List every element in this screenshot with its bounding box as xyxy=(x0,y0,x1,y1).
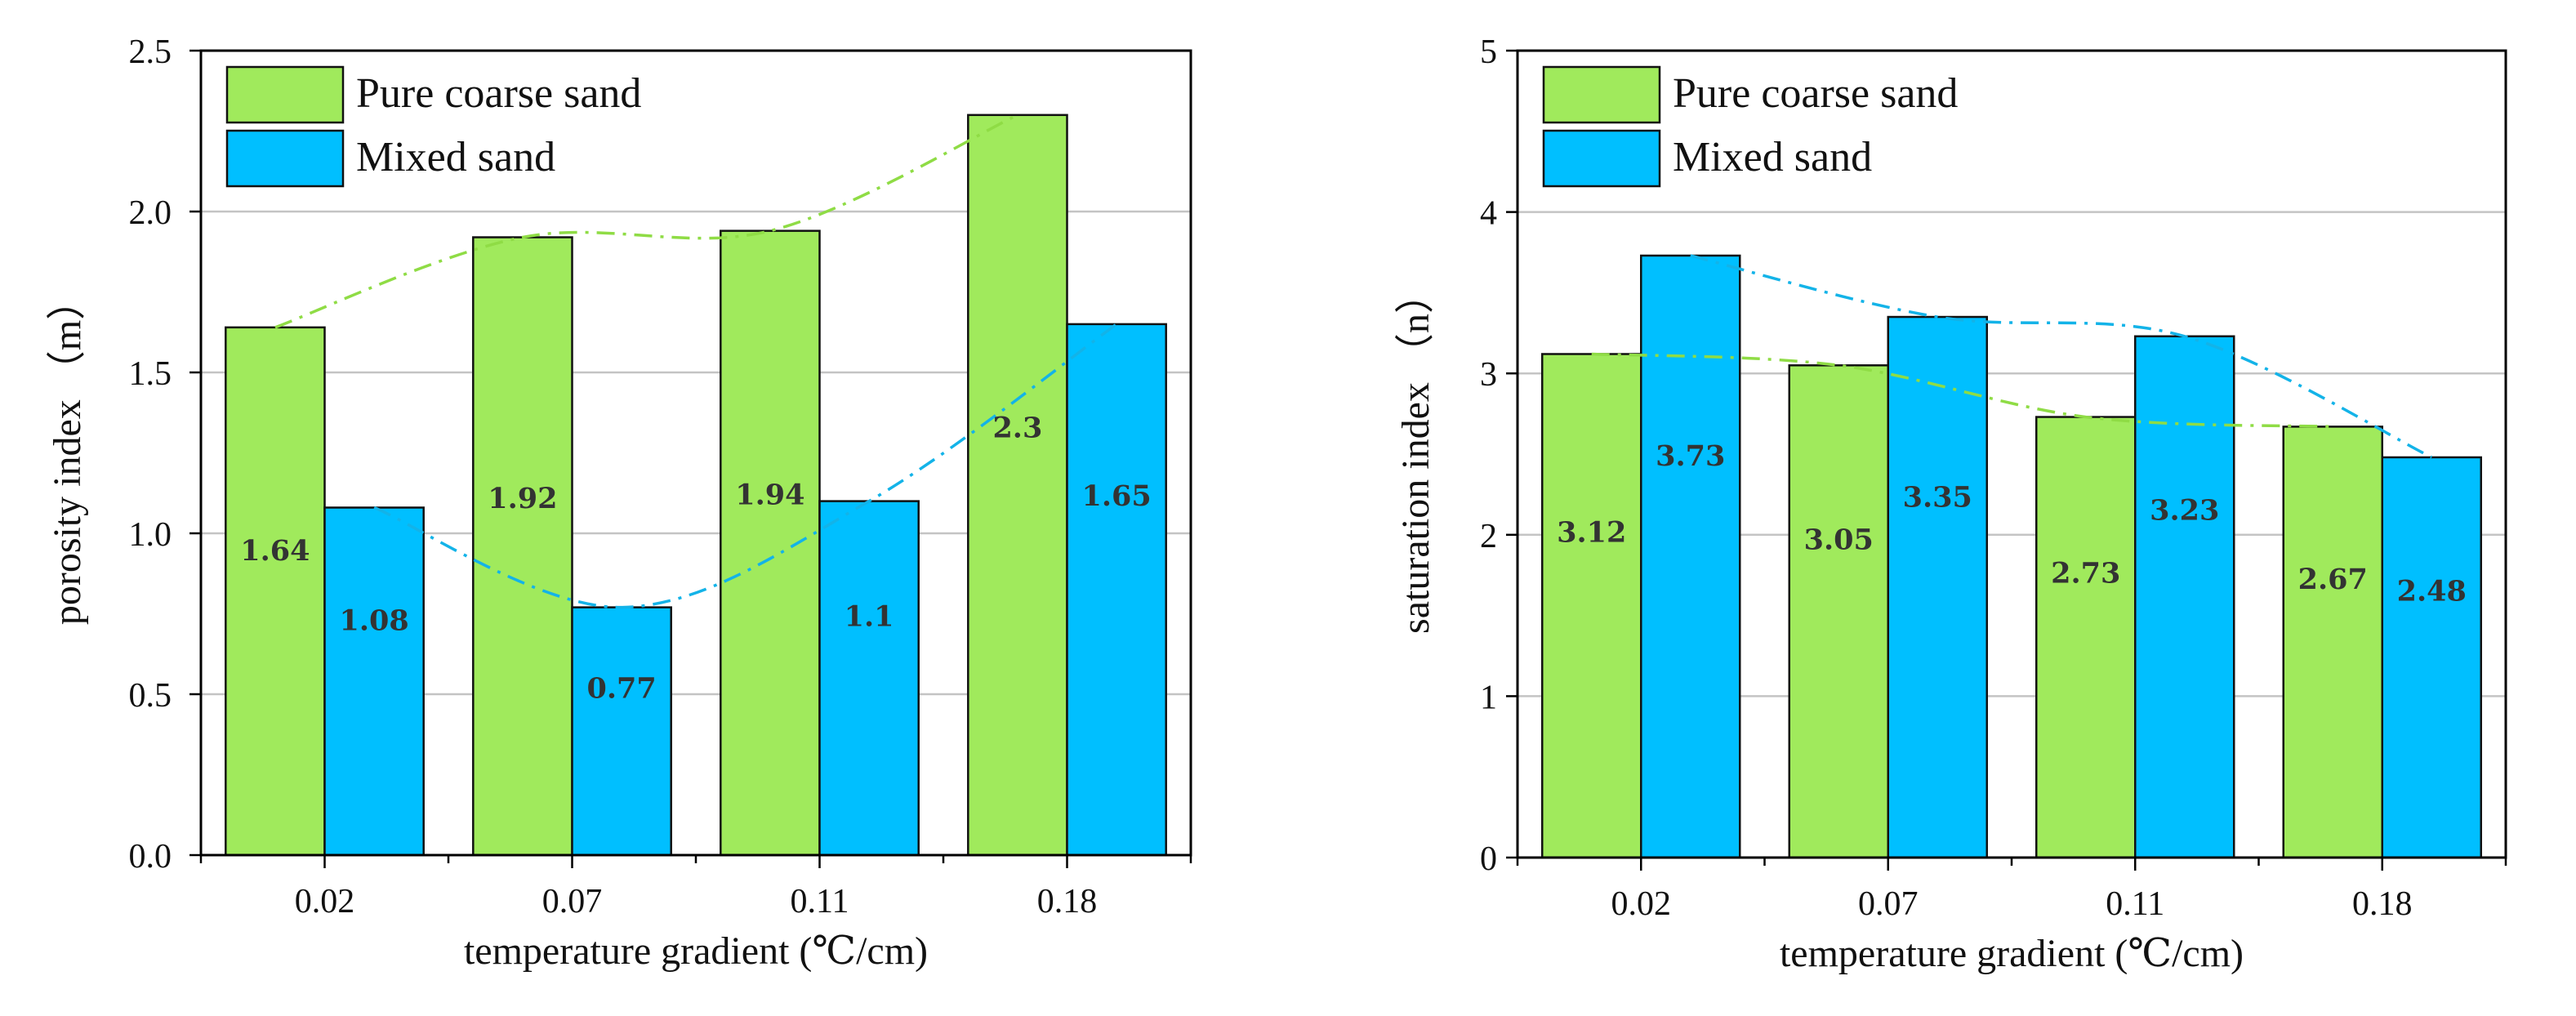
bar-value-label: 1.65 xyxy=(1081,479,1151,513)
x-tick-label: 0.11 xyxy=(791,883,849,920)
bar-pure-coarse-sand xyxy=(1788,364,1889,859)
bar-value-label: 3.73 xyxy=(1656,439,1725,473)
y-tick-label: 1.0 xyxy=(129,516,172,554)
x-tick-label: 0.07 xyxy=(542,883,603,920)
bar-mixed-sand xyxy=(2134,335,2235,859)
bar-mixed-sand xyxy=(1066,323,1167,857)
bar-pure-coarse-sand xyxy=(2282,426,2383,859)
legend: Pure coarse sand Mixed sand xyxy=(1542,65,1958,188)
bar-pure-coarse-sand xyxy=(967,114,1068,857)
x-tick-label: 0.02 xyxy=(295,883,355,920)
legend-swatch-mixed-sand xyxy=(225,129,345,188)
bar-pure-coarse-sand xyxy=(225,326,326,857)
legend-label-pure-coarse-sand: Pure coarse sand xyxy=(1673,70,1958,117)
bar-mixed-sand xyxy=(323,506,425,857)
legend-label-mixed-sand: Mixed sand xyxy=(1673,134,1872,180)
bar-pure-coarse-sand xyxy=(720,229,821,857)
x-axis-title: temperature gradient (℃/cm) xyxy=(464,929,928,973)
bar-pure-coarse-sand xyxy=(472,236,573,857)
bar-value-label: 3.23 xyxy=(2150,493,2219,527)
y-axis-title: porosity index （m） xyxy=(46,281,89,625)
bar-value-label: 2.3 xyxy=(992,411,1042,444)
y-tick-label: 0 xyxy=(1480,840,1497,878)
y-tick-label: 4 xyxy=(1480,195,1497,233)
trend-line-mixed-sand xyxy=(373,323,1118,609)
saturation-index-chart: 0 1 2 3 4 5 3.12 3.05 2.73 2.67 3.73 3.35 3.23 2.48 0.… xyxy=(1394,33,2507,975)
bar-value-label: 3.35 xyxy=(1903,480,1972,514)
bar-value-label: 0.77 xyxy=(586,672,656,706)
y-tick-label: 2.5 xyxy=(129,33,172,71)
bar-value-label: 1.08 xyxy=(339,604,408,638)
legend-swatch-pure-coarse-sand xyxy=(225,65,345,124)
porosity-index-chart: 0.0 0.5 1.0 1.5 2.0 2.5 1.64 1.92 1.94 2.3 1.08 0.7… xyxy=(46,33,1192,973)
trend-line-mixed-sand xyxy=(1690,254,2433,459)
bar-value-label: 2.48 xyxy=(2397,575,2467,608)
bar-value-label: 3.12 xyxy=(1557,515,1626,549)
bar-mixed-sand xyxy=(818,500,920,857)
bar-mixed-sand xyxy=(1887,315,1988,859)
y-axis-title: saturation index （n） xyxy=(1394,274,1437,634)
bar-pure-coarse-sand xyxy=(2035,416,2137,859)
legend-label-pure-coarse-sand: Pure coarse sand xyxy=(356,70,641,117)
bar-value-label: 1.1 xyxy=(845,599,894,633)
legend-swatch-mixed-sand xyxy=(1542,129,1661,188)
legend: Pure coarse sand Mixed sand xyxy=(225,65,641,188)
x-tick-label: 0.18 xyxy=(2352,885,2413,923)
x-tick-label: 0.11 xyxy=(2106,885,2164,923)
y-tick-label: 3 xyxy=(1480,356,1497,394)
y-tick-label: 1 xyxy=(1480,679,1497,716)
trend-line-pure-coarse-sand xyxy=(274,114,1018,329)
bar-value-label: 2.73 xyxy=(2051,556,2120,590)
y-tick-label: 0.5 xyxy=(129,677,172,715)
bar-value-label: 3.05 xyxy=(1804,523,1874,556)
y-tick-label: 2.0 xyxy=(129,194,172,232)
legend-label-mixed-sand: Mixed sand xyxy=(356,134,555,180)
bar-value-label: 1.94 xyxy=(735,479,804,512)
y-tick-label: 5 xyxy=(1480,33,1497,71)
trend-line-pure-coarse-sand xyxy=(1591,352,2333,429)
legend-swatch-pure-coarse-sand xyxy=(1542,65,1661,124)
x-axis-title: temperature gradient (℃/cm) xyxy=(1780,932,2244,975)
bar-mixed-sand xyxy=(2381,456,2482,859)
bar-mixed-sand xyxy=(571,606,672,857)
bar-value-label: 1.64 xyxy=(240,534,310,568)
x-tick-label: 0.18 xyxy=(1037,883,1098,920)
bar-mixed-sand xyxy=(1640,254,1741,859)
y-tick-label: 2 xyxy=(1480,518,1497,555)
y-tick-label: 1.5 xyxy=(129,355,172,393)
x-tick-label: 0.07 xyxy=(1858,885,1919,923)
bar-value-label: 1.92 xyxy=(488,482,557,515)
bar-pure-coarse-sand xyxy=(1541,353,1642,859)
y-tick-label: 0.0 xyxy=(129,838,172,876)
x-tick-label: 0.02 xyxy=(1611,885,1672,923)
bar-value-label: 2.67 xyxy=(2298,563,2368,596)
